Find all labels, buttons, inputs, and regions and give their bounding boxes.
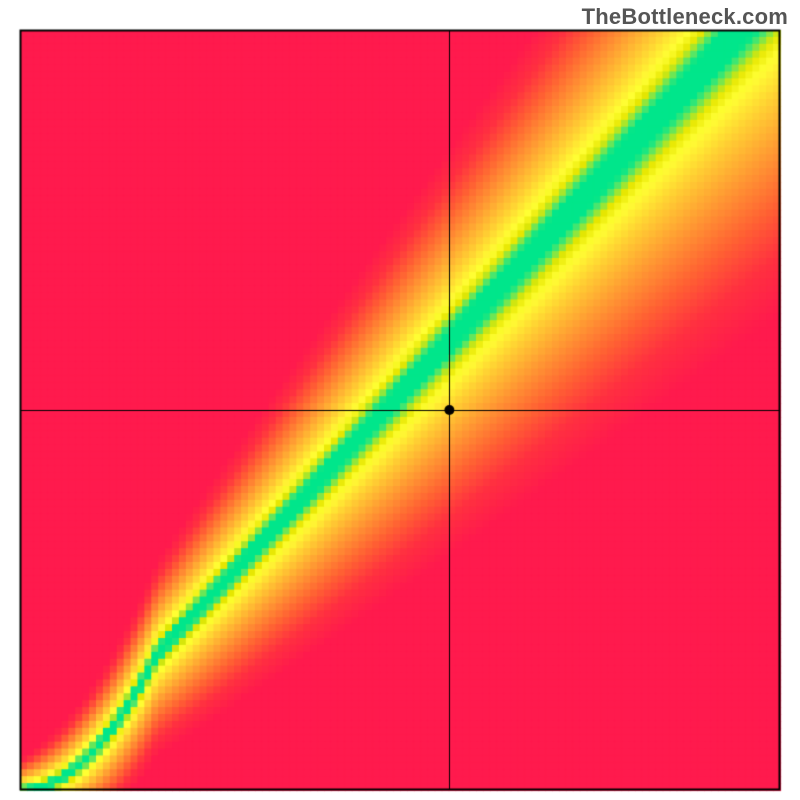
chart-container: TheBottleneck.com (0, 0, 800, 800)
bottleneck-heatmap (0, 0, 800, 800)
watermark-text: TheBottleneck.com (582, 4, 788, 30)
